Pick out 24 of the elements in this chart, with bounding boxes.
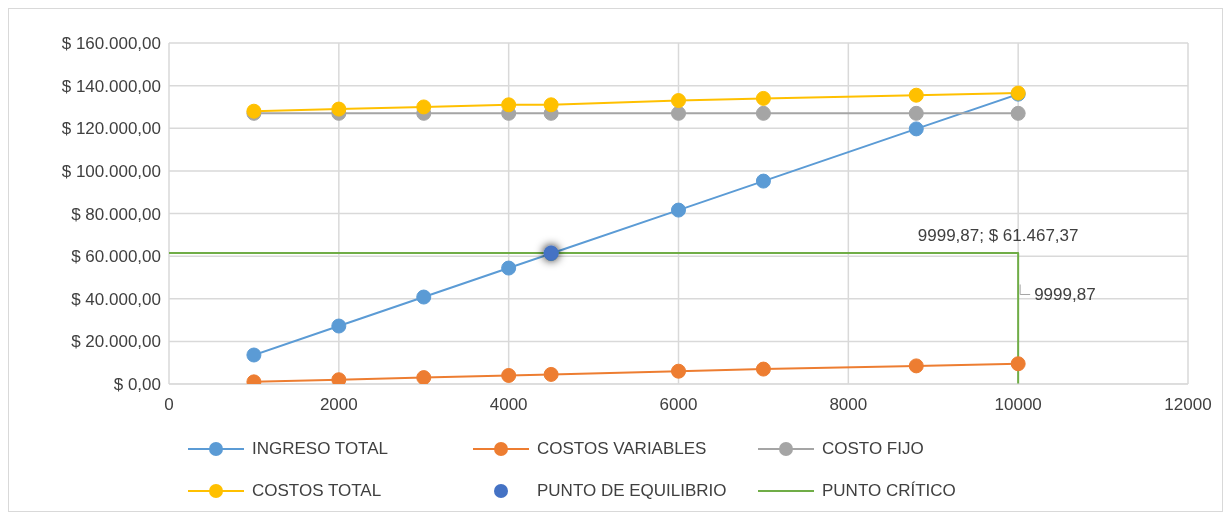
- legend-label: COSTOS TOTAL: [252, 481, 382, 501]
- data-label: 9999,87; $ 61.467,37: [917, 226, 1079, 245]
- y-tick-label: $ 20.000,00: [71, 332, 161, 352]
- y-tick-label: $ 100.000,00: [61, 161, 161, 181]
- legend-label: PUNTO DE EQUILIBRIO: [537, 481, 727, 501]
- x-tick-label: 8000: [829, 395, 868, 415]
- x-tick-label: 6000: [659, 395, 698, 415]
- y-tick-label: $ 80.000,00: [71, 204, 161, 224]
- y-tick-label: $ 160.000,00: [61, 34, 161, 54]
- y-tick-label: $ 120.000,00: [61, 119, 161, 139]
- y-tick-label: $ 0,00: [113, 375, 161, 395]
- x-tick-label: 10000: [994, 395, 1042, 415]
- legend-label: INGRESO TOTAL: [252, 439, 389, 459]
- legend-label: PUNTO CRÍTICO: [822, 481, 956, 501]
- x-tick-label: 4000: [489, 395, 528, 415]
- y-tick-label: $ 40.000,00: [71, 289, 161, 309]
- x-tick-label: 0: [164, 395, 174, 415]
- x-tick-label: 2000: [319, 395, 358, 415]
- annotation: 9999,87: [1034, 285, 1096, 305]
- y-tick-label: $ 60.000,00: [71, 247, 161, 267]
- x-tick-label: 12000: [1164, 395, 1212, 415]
- legend-label: COSTOS VARIABLES: [537, 439, 707, 459]
- legend-label: COSTO FIJO: [822, 439, 924, 459]
- y-tick-label: $ 140.000,00: [61, 76, 161, 96]
